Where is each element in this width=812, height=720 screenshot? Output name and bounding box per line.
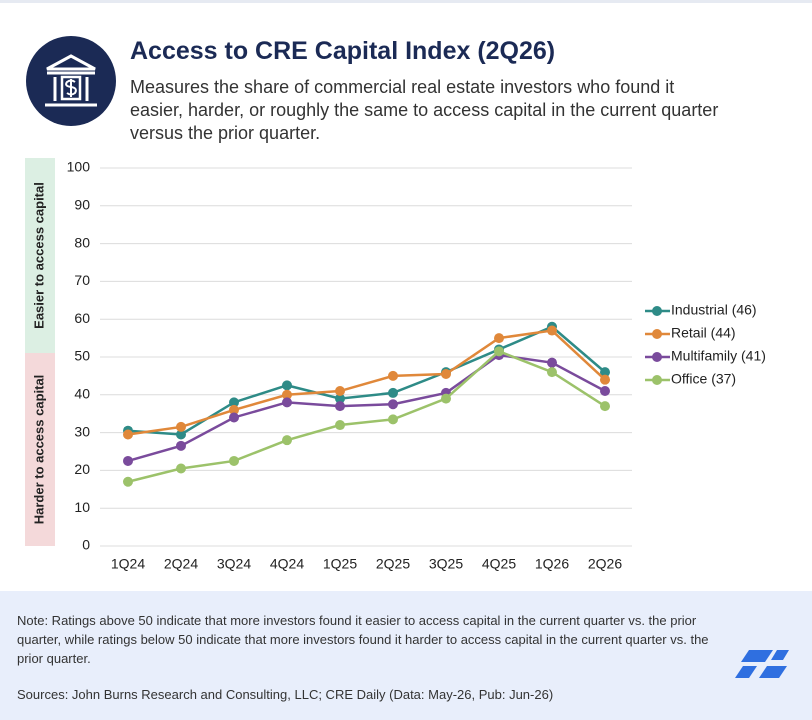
zone-label: Easier to access capital [31,182,46,329]
zone-band [25,353,55,546]
point [282,435,292,446]
y-tick-label: 70 [74,272,90,288]
point [600,401,610,412]
point [441,393,451,404]
legend-label: Office (37) [671,371,736,387]
legend-marker [652,352,662,362]
point [388,370,398,381]
y-tick-label: 90 [74,197,90,213]
point [176,421,186,432]
x-tick-label: 4Q25 [482,556,516,572]
x-tick-label: 3Q24 [217,556,251,572]
y-tick-label: 60 [74,310,90,326]
point [600,367,610,378]
y-tick-label: 80 [74,234,90,250]
subtitle: Measures the share of commercial real es… [130,77,719,143]
x-tick-label: 2Q26 [588,556,622,572]
series-line [127,329,606,436]
sources: Sources: John Burns Research and Consult… [17,687,554,702]
y-tick-label: 0 [82,537,90,553]
zone-label: Harder to access capital [31,375,46,525]
series-line [127,325,606,436]
point [335,386,345,397]
y-tick-label: 40 [74,386,90,402]
legend-marker [652,375,662,385]
point [494,333,504,344]
series-line [127,349,606,483]
point [229,397,239,408]
x-tick-label: 1Q26 [535,556,569,572]
point [494,346,504,357]
x-tick-label: 2Q24 [164,556,198,572]
point [600,374,610,385]
y-tick-label: 100 [67,159,91,175]
point [229,404,239,415]
point [176,429,186,440]
legend-marker [652,306,662,316]
point [388,414,398,425]
chart: Easier to access capital Harder to access… [25,158,766,572]
point [335,401,345,412]
point [388,387,398,398]
point [176,440,186,451]
y-tick-label: 20 [74,461,90,477]
point [123,476,133,487]
y-tick-label: 30 [74,423,90,439]
legend-label: Multifamily (41) [671,348,766,364]
footer: Note: Ratings above 50 indicate that mor… [0,591,812,720]
logo [735,650,789,678]
note: Note: Ratings above 50 indicate that mor… [17,613,709,666]
point [547,357,557,368]
x-tick-label: 1Q25 [323,556,357,572]
point [229,455,239,466]
point [547,367,557,378]
point [282,380,292,391]
point [600,386,610,397]
point [176,463,186,474]
x-tick-label: 3Q25 [429,556,463,572]
icon [26,36,116,126]
series-line [127,353,606,463]
x-tick-label: 1Q24 [111,556,145,572]
y-tick-label: 50 [74,348,90,364]
x-tick-label: 2Q25 [376,556,410,572]
point [282,389,292,400]
y-tick-label: 10 [74,499,90,515]
zone-band [25,158,55,353]
point [335,393,345,404]
point [335,420,345,431]
point [229,412,239,423]
point [388,399,398,410]
legend-label: Industrial (46) [671,302,757,318]
legend-marker [652,329,662,339]
x-tick-label: 4Q24 [270,556,304,572]
point [123,429,133,440]
point [123,455,133,466]
legend-label: Retail (44) [671,325,736,341]
point [282,397,292,408]
point [547,325,557,336]
title: Access to CRE Capital Index (2Q26) [130,37,556,65]
point [441,369,451,380]
